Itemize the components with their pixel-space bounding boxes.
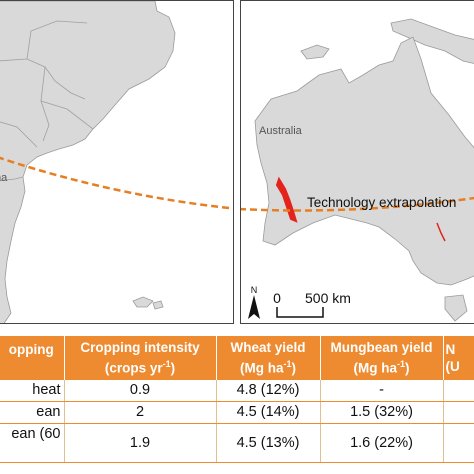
cell-intensity: 2 [64,401,217,424]
scale-bar: 0 500 km [273,290,351,318]
north-arrow: N [248,285,260,319]
header-mungbean-yield: Mungbean yield (Mg ha-1) [320,336,444,380]
cell-system: ean (60 [0,423,65,463]
header-cropping-system-label: opping [8,341,54,357]
header-wheat-yield-label: Wheat yield [230,340,306,355]
timor-island [300,44,330,60]
cell-system: heat [0,379,65,402]
cell-mungbean-yield: - [320,379,444,402]
cell-mungbean-yield: 1.6 (22%) [320,423,444,463]
country-label-left: na [0,172,8,184]
header-mungbean-yield-unit: (Mg ha [353,360,397,376]
header-truncated-unit: (U [445,358,460,374]
header-wheat-yield-unit-exponent: -1 [283,359,292,369]
cell-wheat-yield: 4.5 (13%) [216,423,321,463]
header-mungbean-yield-label: Mungbean yield [330,340,433,355]
papua-new-guinea-landmass [390,18,474,64]
south-america-landmass [0,1,176,323]
cell-intensity: 0.9 [64,379,217,402]
header-cropping-intensity-label: Cropping intensity [80,340,200,355]
header-mungbean-yield-unit-exponent: -1 [396,359,405,369]
header-truncated-column: N (U [443,336,474,380]
table-row: heat 0.9 4.8 (12%) - [0,379,474,402]
header-cropping-intensity-unit-close: ) [170,360,176,376]
study-region-south-australia [436,222,446,242]
table-row: ean 2 4.5 (14%) 1.5 (32%) [0,401,474,424]
cell-wheat-yield: 4.8 (12%) [216,379,321,402]
tasmania-island [444,294,468,322]
header-mungbean-yield-unit-close: ) [405,360,410,376]
header-cropping-intensity: Cropping intensity (crops yr-1) [64,336,217,380]
study-region-western-australia [275,176,298,223]
header-wheat-yield-unit-close: ) [291,360,297,376]
cell-mungbean-yield: 1.5 (32%) [320,401,444,424]
technology-extrapolation-label: Technology extrapolation [307,195,456,210]
internal-borders [0,20,94,182]
country-label-australia: Australia [259,125,303,137]
cell-extra [443,379,474,402]
south-america-map: na [0,1,233,323]
scale-bar-zero-label: 0 [273,290,281,306]
scale-bar-line [276,307,324,318]
cell-intensity: 1.9 [64,423,217,463]
header-wheat-yield-unit: (Mg ha [239,360,284,376]
results-table: opping Cropping intensity (crops yr-1) W… [0,336,474,463]
cell-extra [443,423,474,463]
north-arrow-icon [248,295,260,319]
cell-wheat-yield: 4.5 (14%) [216,401,321,424]
technology-route-right [241,196,474,212]
falkland-islands [132,296,164,310]
cell-extra [443,401,474,424]
table-header-row: opping Cropping intensity (crops yr-1) W… [0,336,474,380]
australia-map-panel: Australia Technology extrapolation N 0 5… [240,0,474,324]
north-arrow-letter: N [251,285,258,295]
header-truncated-label: N [445,341,456,357]
header-cropping-system: opping [0,336,65,380]
australia-map: Australia Technology extrapolation N 0 5… [241,18,474,322]
header-wheat-yield: Wheat yield (Mg ha-1) [216,336,321,380]
header-cropping-intensity-unit-exponent: -1 [162,359,171,369]
table-row: ean (60 1.9 4.5 (13%) 1.6 (22%) [0,423,474,463]
technology-route-left [0,156,233,210]
header-cropping-intensity-unit: (crops yr [104,360,163,376]
cell-system: ean [0,401,65,424]
australia-landmass [254,36,474,286]
south-america-map-panel: na [0,0,234,324]
scale-bar-distance-label: 500 km [305,290,351,306]
